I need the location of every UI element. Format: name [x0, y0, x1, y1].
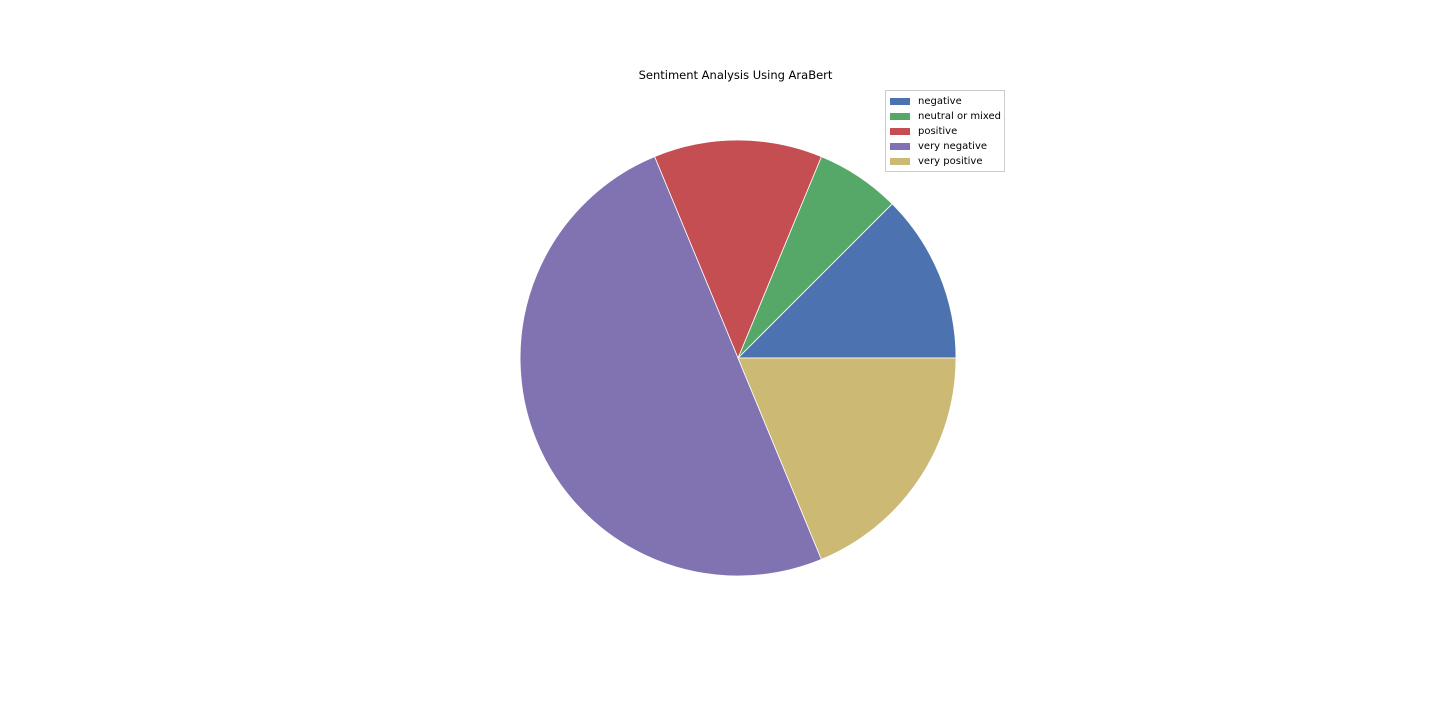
legend-swatch	[890, 113, 910, 120]
pie-slice-very-negative	[519, 156, 822, 577]
legend-item-very-negative: very negative	[886, 139, 1004, 154]
legend-label: very positive	[918, 156, 983, 167]
legend: negative neutral or mixed positive very neg…	[885, 90, 1005, 172]
pie-slice-positive	[654, 139, 822, 360]
legend-swatch	[890, 98, 910, 105]
legend-swatch	[890, 158, 910, 165]
pie-slice-negative	[737, 203, 957, 359]
legend-label: negative	[918, 96, 962, 107]
legend-label: very negative	[918, 141, 988, 152]
legend-item-neutral-or-mixed: neutral or mixed	[886, 109, 1004, 124]
chart-title: Sentiment Analysis Using AraBert	[638, 68, 833, 82]
legend-item-negative: negative	[886, 94, 1004, 109]
legend-swatch	[890, 143, 910, 150]
legend-item-positive: positive	[886, 124, 1004, 139]
pie-slice-very-positive	[737, 357, 957, 560]
legend-label: positive	[918, 126, 958, 137]
legend-item-very-positive: very positive	[886, 154, 1004, 169]
legend-swatch	[890, 128, 910, 135]
legend-label: neutral or mixed	[918, 111, 1001, 122]
